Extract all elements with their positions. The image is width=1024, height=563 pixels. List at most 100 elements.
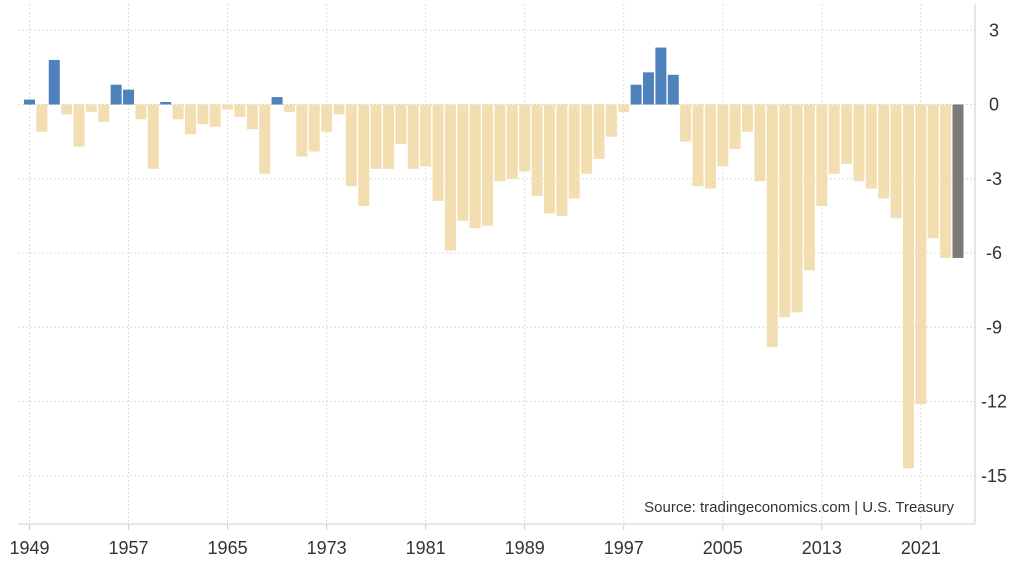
bar-1974 (333, 104, 345, 115)
bar-2024 (952, 104, 964, 258)
bar-1980 (407, 104, 419, 169)
bar-1958 (135, 104, 147, 120)
bar-2006 (729, 104, 741, 150)
bar-2016 (853, 104, 865, 182)
bar-1983 (444, 104, 456, 251)
x-tick-labels: 1949 1957 1965 1973 1981 1989 1997 2005 2013 2021 (9, 538, 940, 558)
bar-2013 (816, 104, 828, 206)
bar-1994 (581, 104, 593, 174)
bar-1982 (432, 104, 444, 202)
bar-1972 (308, 104, 320, 152)
bar-1971 (296, 104, 308, 157)
bar-1978 (383, 104, 395, 169)
bar-2019 (890, 104, 902, 219)
bar-1976 (358, 104, 370, 206)
bar-2003 (692, 104, 704, 187)
bar-1954 (85, 104, 97, 112)
x-tick-label: 1981 (406, 538, 446, 558)
bar-2005 (717, 104, 729, 167)
source-label: Source: tradingeconomics.com | U.S. Trea… (644, 499, 954, 516)
bar-1991 (543, 104, 555, 214)
bar-1951 (48, 59, 60, 105)
bar-1959 (147, 104, 159, 169)
bar-1963 (197, 104, 209, 125)
bar-1962 (184, 104, 196, 135)
bar-2018 (878, 104, 890, 199)
bar-1964 (209, 104, 221, 127)
bar-series (24, 47, 964, 469)
x-tick-label: 2021 (901, 538, 941, 558)
x-tick-label: 1989 (505, 538, 545, 558)
bar-2023 (940, 104, 952, 258)
bar-1961 (172, 104, 184, 120)
y-tick-label: 0 (989, 95, 999, 115)
bar-2011 (791, 104, 803, 313)
y-tick-label: -6 (986, 243, 1002, 263)
bar-1986 (482, 104, 494, 226)
x-tick-label: 1965 (208, 538, 248, 558)
bar-1984 (457, 104, 469, 221)
bar-2012 (803, 104, 815, 271)
grid-lines (18, 4, 975, 530)
x-tick-label: 1997 (604, 538, 644, 558)
bar-1995 (593, 104, 605, 159)
x-tick-label: 1949 (9, 538, 49, 558)
bar-2009 (766, 104, 778, 348)
bar-1970 (283, 104, 295, 112)
bar-1960 (160, 102, 172, 105)
bar-2008 (754, 104, 766, 182)
bar-2010 (779, 104, 791, 318)
bar-1949 (24, 99, 35, 105)
bar-1988 (506, 104, 518, 179)
bar-2004 (704, 104, 716, 189)
y-tick-labels: 3 0 -3 -6 -9 -12 -15 (981, 20, 1007, 486)
bar-2014 (828, 104, 840, 174)
y-tick-label: -15 (981, 466, 1007, 486)
x-tick-label: 2013 (802, 538, 842, 558)
bar-1993 (568, 104, 580, 199)
bar-1989 (519, 104, 531, 172)
bar-1996 (605, 104, 617, 137)
bar-2001 (667, 74, 679, 105)
bar-1979 (395, 104, 407, 145)
bar-1957 (123, 89, 135, 105)
bar-2022 (927, 104, 939, 239)
bar-1997 (618, 104, 630, 112)
bar-1966 (234, 104, 246, 117)
x-tick-label: 1973 (307, 538, 347, 558)
bar-1990 (531, 104, 543, 197)
x-tick-label: 2005 (703, 538, 743, 558)
axes (18, 4, 976, 525)
bar-1952 (61, 104, 73, 115)
bar-1969 (271, 97, 283, 105)
bar-2021 (915, 104, 927, 404)
y-tick-label: 3 (989, 20, 999, 40)
bar-1977 (370, 104, 382, 169)
bar-1955 (98, 104, 110, 122)
bar-1967 (246, 104, 258, 130)
y-tick-label: -9 (986, 317, 1002, 337)
bar-2017 (865, 104, 877, 189)
bar-1956 (110, 84, 122, 105)
bar-1992 (556, 104, 568, 216)
bar-1953 (73, 104, 85, 147)
y-tick-label: -12 (981, 392, 1007, 412)
bar-1998 (630, 84, 642, 105)
bar-2007 (742, 104, 754, 132)
bar-1968 (259, 104, 271, 174)
y-tick-label: -3 (986, 169, 1002, 189)
bar-1965 (222, 104, 234, 110)
x-tick-label: 1957 (109, 538, 149, 558)
bar-1999 (643, 72, 654, 105)
bar-1985 (469, 104, 481, 229)
bar-1973 (321, 104, 333, 132)
bar-2015 (841, 104, 853, 164)
bar-2000 (655, 47, 667, 105)
bar-2002 (680, 104, 692, 142)
bar-1987 (494, 104, 506, 182)
bar-1975 (345, 104, 357, 187)
bar-1950 (36, 104, 48, 132)
bar-2020 (902, 104, 914, 469)
bar-1981 (420, 104, 432, 167)
